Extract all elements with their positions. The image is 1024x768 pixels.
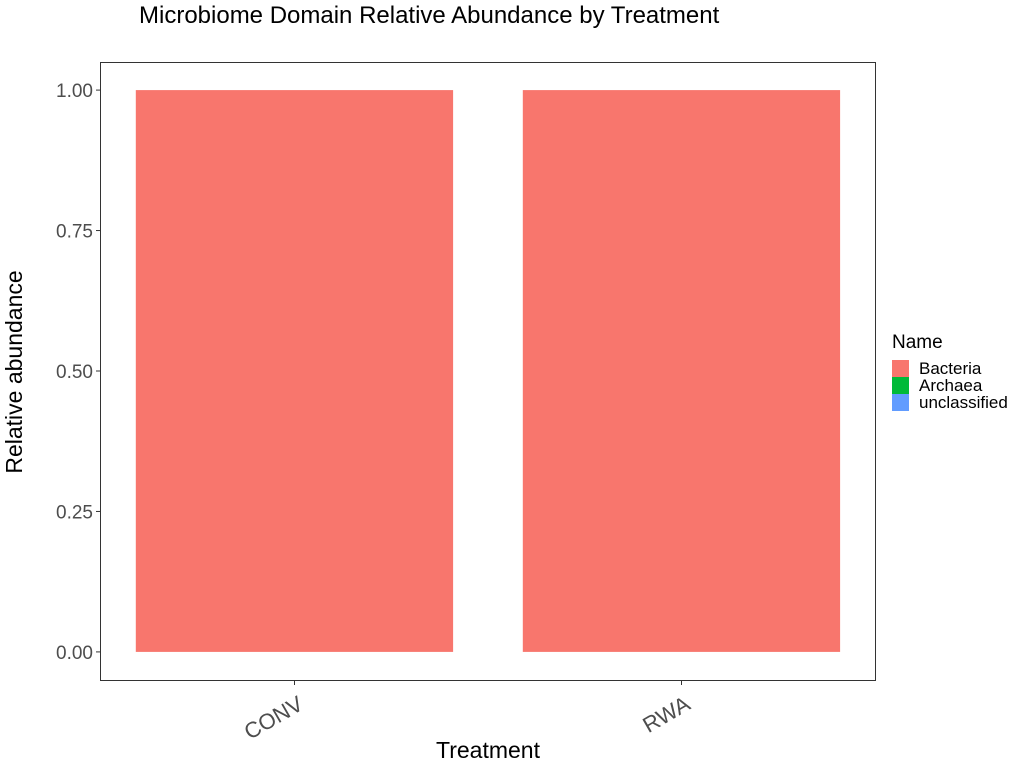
bars-layer [135, 90, 841, 652]
y-tick-label: 0.25 [56, 502, 93, 523]
bar-rwa-bacteria [522, 90, 841, 652]
legend-key-bacteria [892, 360, 909, 377]
legend-label-unclassified: unclassified [919, 393, 1008, 412]
chart-title: Microbiome Domain Relative Abundance by … [139, 2, 720, 29]
bar-conv-bacteria [135, 90, 454, 652]
x-axis-title: Treatment [436, 737, 541, 763]
y-axis: 0.00 0.25 0.50 0.75 1.00 [56, 81, 101, 664]
y-tick-label: 0.75 [56, 222, 93, 243]
y-tick-label: 0.00 [56, 643, 93, 664]
legend-label-archaea: Archaea [919, 376, 983, 395]
legend-label-bacteria: Bacteria [919, 359, 982, 378]
legend-key-archaea [892, 377, 909, 394]
legend-key-unclassified [892, 394, 909, 411]
x-axis: CONV RWA [240, 680, 695, 744]
legend-title: Name [892, 332, 943, 353]
y-tick-label: 0.50 [56, 362, 93, 383]
y-tick-label: 1.00 [56, 81, 93, 102]
x-tick-label: CONV [240, 691, 308, 745]
x-tick-label: RWA [638, 691, 694, 738]
y-axis-title: Relative abundance [1, 270, 27, 473]
